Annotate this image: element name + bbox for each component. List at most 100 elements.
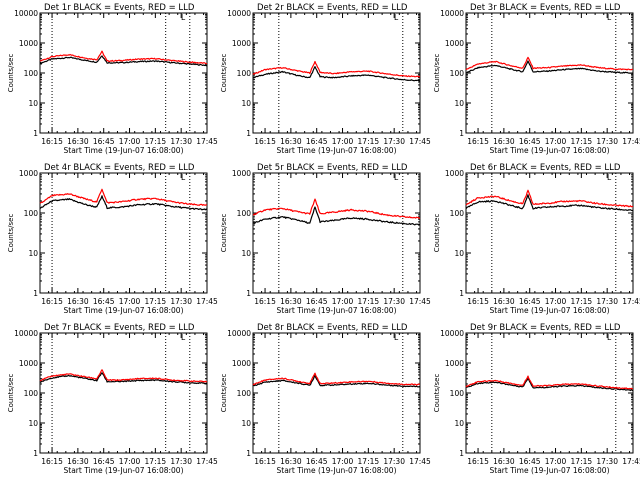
chart-7-x-axis-label: Start Time (19-Jun-07 16:08:00) (64, 466, 184, 475)
chart-6-x-tick-label: 16:30 (493, 297, 515, 306)
chart-7-y-tick-label: 1 (33, 449, 38, 458)
chart-7-x-tick-label: 16:15 (41, 457, 63, 466)
chart-9-x-tick-label: 16:15 (467, 457, 489, 466)
chart-9-x-tick-label: 16:30 (493, 457, 515, 466)
chart-9-y-tick-label: 100 (450, 389, 465, 398)
chart-8-y-tick-label: 10000 (227, 329, 251, 338)
chart-5-x-tick-label: 17:00 (332, 297, 354, 306)
chart-1-y-tick-label: 100 (24, 69, 39, 78)
chart-4-plot-frame (39, 172, 208, 294)
chart-6-y-tick-label: 100 (450, 209, 465, 218)
chart-1-y-tick-label: 10 (28, 99, 38, 108)
chart-9-x-tick-label: 17:15 (571, 457, 593, 466)
chart-7-y-tick-label: 10000 (14, 329, 38, 338)
chart-5-corner-mark: L (394, 173, 399, 182)
chart-5-y-axis-label: Counts/sec (220, 214, 228, 253)
chart-3-y-tick-label: 1 (459, 129, 464, 138)
chart-9-title: Det 9r BLACK = Events, RED = LLD (470, 323, 621, 333)
chart-7-y-axis-label: Counts/sec (7, 374, 15, 413)
chart-1-title: Det 1r BLACK = Events, RED = LLD (44, 3, 195, 13)
chart-9-y-tick-label: 10000 (440, 329, 464, 338)
chart-9-x-tick-label: 17:00 (545, 457, 567, 466)
chart-4-x-tick-label: 17:00 (119, 297, 141, 306)
chart-6-x-tick-label: 17:15 (571, 297, 593, 306)
chart-1-events-series-line (39, 55, 208, 67)
chart-1-x-tick-label: 16:15 (41, 137, 63, 146)
chart-8-x-tick-label: 17:00 (332, 457, 354, 466)
chart-1-y-tick-label: 1 (33, 129, 38, 138)
chart-4-y-tick-label: 100 (24, 209, 39, 218)
chart-6-y-tick-label: 1 (459, 289, 464, 298)
chart-1-y-tick-label: 10000 (14, 9, 38, 18)
chart-4-corner-mark: L (181, 173, 186, 182)
chart-8-x-tick-label: 17:45 (409, 457, 431, 466)
chart-1-y-tick-label: 1000 (19, 39, 38, 48)
chart-7-x-tick-label: 17:30 (170, 457, 192, 466)
chart-8-y-tick-label: 1000 (232, 359, 251, 368)
chart-4-y-axis-label: Counts/sec (7, 214, 15, 253)
chart-2-x-tick-label: 16:15 (254, 137, 276, 146)
chart-7-x-tick-label: 17:15 (145, 457, 167, 466)
chart-2-y-tick-label: 100 (237, 69, 252, 78)
chart-4-y-tick-label: 10 (28, 249, 38, 258)
chart-1-lld-series-line (39, 50, 208, 65)
chart-8-y-tick-label: 100 (237, 389, 252, 398)
chart-1-x-tick-label: 16:45 (93, 137, 115, 146)
chart-9-plot-frame (465, 332, 634, 454)
chart-6-lld-series-line (465, 189, 633, 208)
chart-1-x-axis-label: Start Time (19-Jun-07 16:08:00) (64, 146, 184, 155)
chart-7-title: Det 7r BLACK = Events, RED = LLD (44, 323, 195, 333)
chart-4-events-series-line (39, 195, 208, 211)
chart-6-y-axis-label: Counts/sec (433, 214, 441, 253)
chart-6-x-tick-label: 17:45 (622, 297, 640, 306)
chart-1-x-tick-label: 17:45 (196, 137, 218, 146)
chart-5-plot-frame (252, 172, 421, 294)
chart-2-y-axis-label: Counts/sec (220, 54, 228, 93)
chart-8-x-tick-label: 17:15 (358, 457, 380, 466)
chart-8-x-tick-label: 16:45 (306, 457, 328, 466)
chart-2-x-tick-label: 17:45 (409, 137, 431, 146)
chart-2-y-tick-label: 1 (246, 129, 251, 138)
chart-4-y-tick-label: 1 (33, 289, 38, 298)
chart-8-x-tick-label: 17:30 (383, 457, 405, 466)
chart-8-x-tick-label: 16:30 (280, 457, 302, 466)
chart-6-y-tick-label: 1000 (445, 169, 464, 178)
chart-8-plot-frame (252, 332, 421, 454)
chart-5-x-tick-label: 16:30 (280, 297, 302, 306)
chart-4-x-tick-label: 16:15 (41, 297, 63, 306)
chart-5-events-series-line (252, 206, 421, 226)
chart-2-corner-mark: L (394, 13, 399, 22)
chart-5-x-tick-label: 16:15 (254, 297, 276, 306)
chart-5-x-tick-label: 17:45 (409, 297, 431, 306)
chart-5-x-tick-label: 17:30 (383, 297, 405, 306)
chart-3-x-tick-label: 17:30 (596, 137, 618, 146)
chart-6-y-tick-label: 10 (454, 249, 464, 258)
chart-3-x-tick-label: 17:00 (545, 137, 567, 146)
chart-7-y-tick-label: 10 (28, 419, 38, 428)
chart-5-x-tick-label: 17:15 (358, 297, 380, 306)
chart-3-x-tick-label: 16:15 (467, 137, 489, 146)
chart-1-x-tick-label: 17:30 (170, 137, 192, 146)
chart-9-x-tick-label: 16:45 (519, 457, 541, 466)
chart-6-events-series-line (465, 194, 634, 212)
chart-4-x-tick-label: 16:45 (93, 297, 115, 306)
chart-2-y-tick-label: 10 (241, 99, 251, 108)
chart-5-y-tick-label: 1 (246, 289, 251, 298)
chart-8-y-tick-label: 1 (246, 449, 251, 458)
chart-2-x-tick-label: 17:00 (332, 137, 354, 146)
chart-4-x-tick-label: 17:45 (196, 297, 218, 306)
chart-6-x-tick-label: 17:00 (545, 297, 567, 306)
chart-6-x-tick-label: 16:15 (467, 297, 489, 306)
chart-7-y-tick-label: 100 (24, 389, 39, 398)
chart-3-y-tick-label: 1000 (445, 39, 464, 48)
chart-7-x-tick-label: 17:45 (196, 457, 218, 466)
chart-9-y-tick-label: 1000 (445, 359, 464, 368)
chart-2-x-tick-label: 16:45 (306, 137, 328, 146)
chart-4-x-tick-label: 17:15 (145, 297, 167, 306)
chart-7-x-tick-label: 16:30 (67, 457, 89, 466)
